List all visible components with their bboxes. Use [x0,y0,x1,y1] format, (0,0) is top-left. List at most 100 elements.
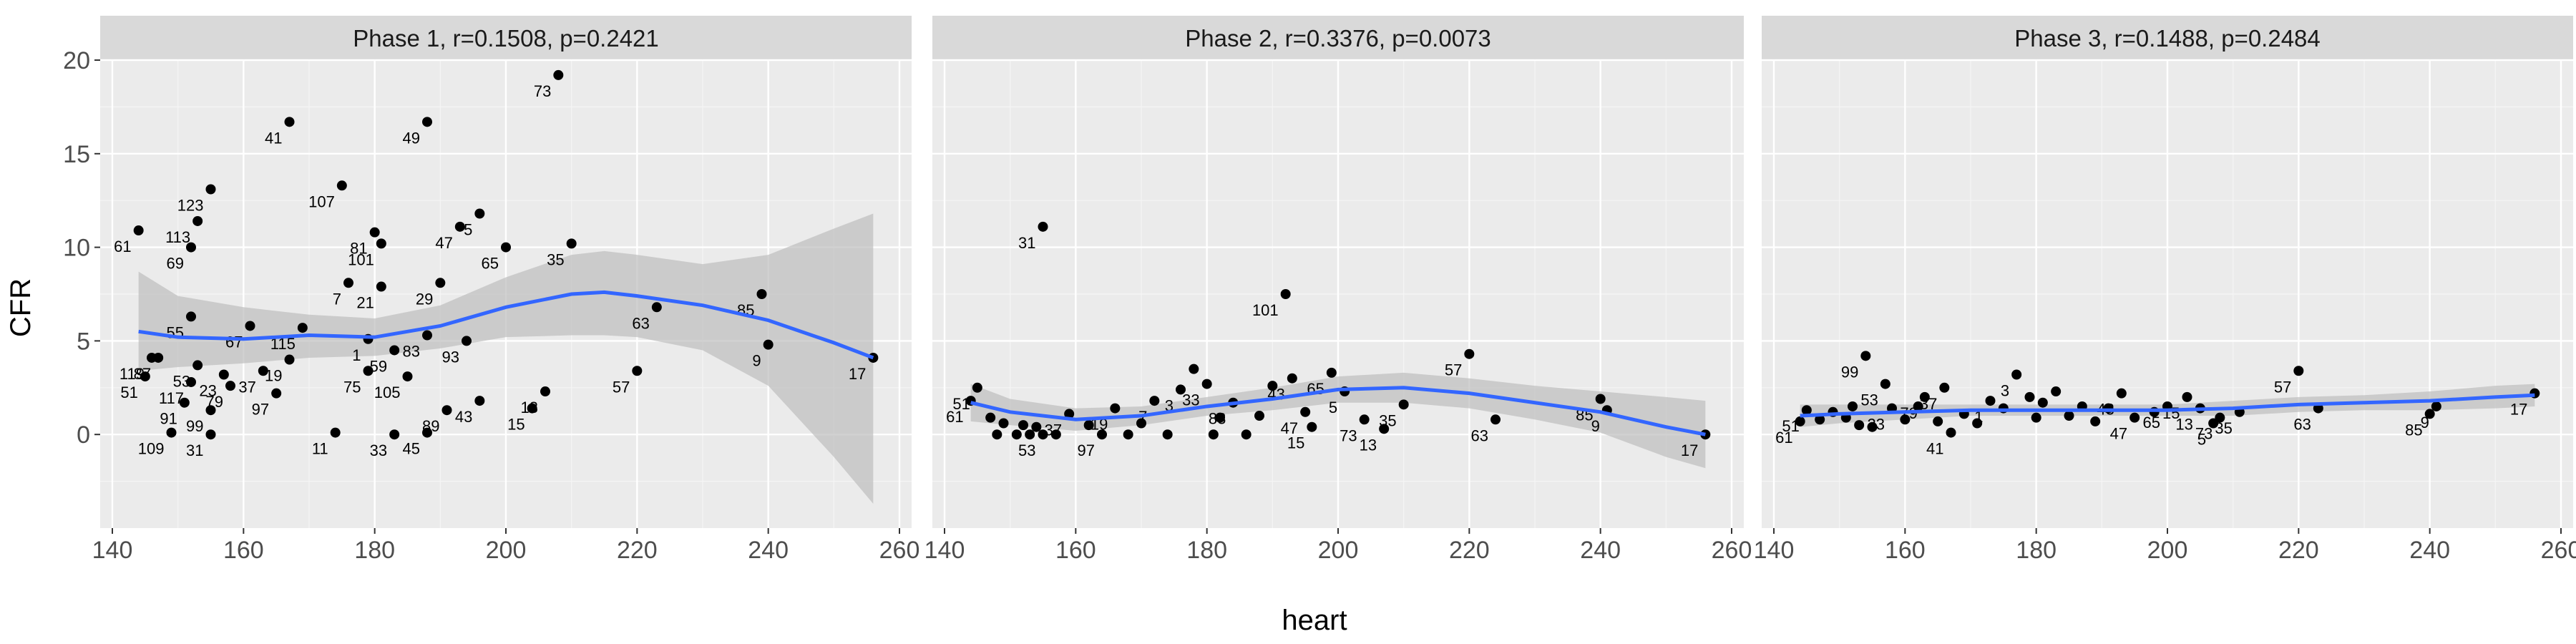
data-point [2064,411,2074,421]
data-point [527,403,537,414]
data-point [1038,221,1048,232]
data-point [1933,416,1943,426]
point-label: 3 [2001,381,2009,399]
point-label: 85 [2405,421,2422,439]
point-label: 81 [350,240,367,258]
point-label: 87 [134,365,151,383]
point-label: 73 [1340,426,1357,444]
data-point [186,311,196,322]
data-point [2051,386,2062,397]
point-label: 99 [186,417,203,435]
point-label: 101 [348,250,374,268]
point-label: 53 [1018,441,1035,459]
data-point [192,215,203,226]
panels-layer: Phase 1, r=0.1508, p=0.2421 140 160 180 200 2… [63,16,2576,564]
confidence-band [970,372,1706,469]
point-label: 73 [534,82,551,100]
data-point [245,321,255,331]
point-label: 11 [312,440,328,458]
x-tick-label: 240 [748,537,789,564]
data-point [166,427,177,438]
data-point [1097,429,1107,440]
point-label: 97 [252,401,269,419]
point-label: 63 [632,314,649,332]
point-label: 15 [507,416,525,434]
strip-background [932,16,1744,60]
point-label: 83 [403,343,420,361]
data-point [1398,399,1409,410]
data-point [501,242,511,253]
point-label: 5 [1329,399,1337,416]
data-point [330,427,341,438]
point-label: 53 [1860,391,1878,409]
point-label: 5 [2197,431,2206,449]
data-point [363,366,374,376]
x-tick-label: 140 [924,537,965,564]
data-point [179,397,190,408]
data-point [1919,391,1930,402]
x-tick-label: 160 [1885,537,1926,564]
data-point [1267,381,1278,391]
data-point [1985,396,1996,406]
data-point [258,366,268,376]
strip-title: Phase 1, r=0.1508, p=0.2421 [353,25,659,52]
data-point [389,345,400,356]
point-label: 51 [120,384,137,401]
point-label: 97 [1078,441,1095,459]
data-point [1801,405,1812,416]
point-label: 93 [442,348,459,366]
point-label: 1 [352,346,361,364]
data-point [972,382,982,393]
x-tick-label: 180 [354,537,395,564]
data-point [133,225,144,236]
point-label: 91 [160,410,177,428]
point-label: 57 [2274,378,2291,396]
point-label: 47 [1281,419,1298,437]
point-label: 89 [422,417,439,435]
data-point [284,117,295,127]
point-label: 109 [138,440,165,458]
data-point [998,418,1009,429]
point-label: 107 [308,192,335,210]
data-point [376,281,386,292]
x-tick-label: 240 [2409,537,2450,564]
point-label: 23 [199,381,216,399]
x-tick-label: 220 [1449,537,1490,564]
point-label: 41 [1926,440,1943,458]
x-tick-label: 200 [1318,537,1359,564]
data-point [225,381,235,391]
point-label: 15 [2162,404,2180,422]
data-point [1201,379,1212,389]
point-label: 47 [435,234,452,252]
facet-panel-3: Phase 3, r=0.1488, p=0.2484 140 160 180 200 2… [1754,16,2576,564]
point-label: 19 [265,367,282,385]
point-label: 61 [114,238,131,255]
y-tick-label: 5 [77,328,90,355]
point-label: 45 [403,440,420,458]
data-point [205,429,216,440]
point-label: 41 [265,129,282,147]
x-tick-label: 200 [486,537,527,564]
data-point [1359,414,1370,425]
data-point [376,238,386,249]
data-point [1038,429,1048,440]
data-point [1110,403,1121,414]
data-point [1815,414,1825,425]
point-label: 57 [1445,361,1462,379]
x-tick-label: 260 [879,537,920,564]
x-tick-label: 180 [1186,537,1227,564]
x-tick-label: 140 [1754,537,1795,564]
data-point [2208,418,2219,429]
data-point [1254,411,1264,421]
point-label: 9 [752,352,761,370]
data-point [2090,416,2101,426]
data-point [2129,412,2140,423]
data-point [1900,414,1911,425]
data-point [1031,421,1042,432]
data-point [1854,420,1865,431]
data-point [1946,427,1956,438]
x-axis-title: heart [1282,605,1347,636]
point-label: 29 [416,290,433,308]
data-point [192,360,203,371]
